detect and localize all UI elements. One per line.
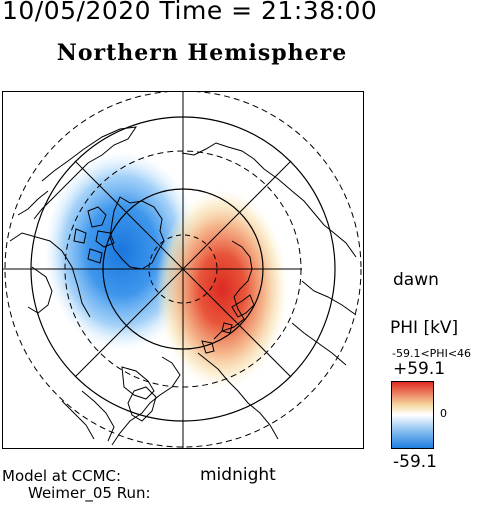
polar-potential-map [2,91,364,449]
colorbar-title: PHI [kV] [390,318,459,338]
latitude-circle-outer-dashed [4,91,362,448]
map-frame [2,91,364,449]
dawn-label: dawn [393,270,439,290]
colorbar-zero-label: 0 [440,407,447,420]
colorbar [391,381,434,449]
positive-potential-cell [156,189,288,389]
colorbar-min-label: -59.1 [393,452,437,472]
midnight-label: midnight [200,465,276,485]
date-time-header: 10/05/2020 Time = 21:38:00 [2,0,378,25]
colorbar-max-label: +59.1 [393,359,446,379]
model-credit-line1: Model at CCMC: [2,467,122,485]
model-credit-line2: Weimer_05 Run: [28,484,151,502]
colorbar-range: -59.1<PHI<46 [392,347,472,360]
meridian-diagonal-2 [74,160,292,378]
page-title: Northern Hemisphere [56,40,348,66]
coastlines [9,126,357,446]
